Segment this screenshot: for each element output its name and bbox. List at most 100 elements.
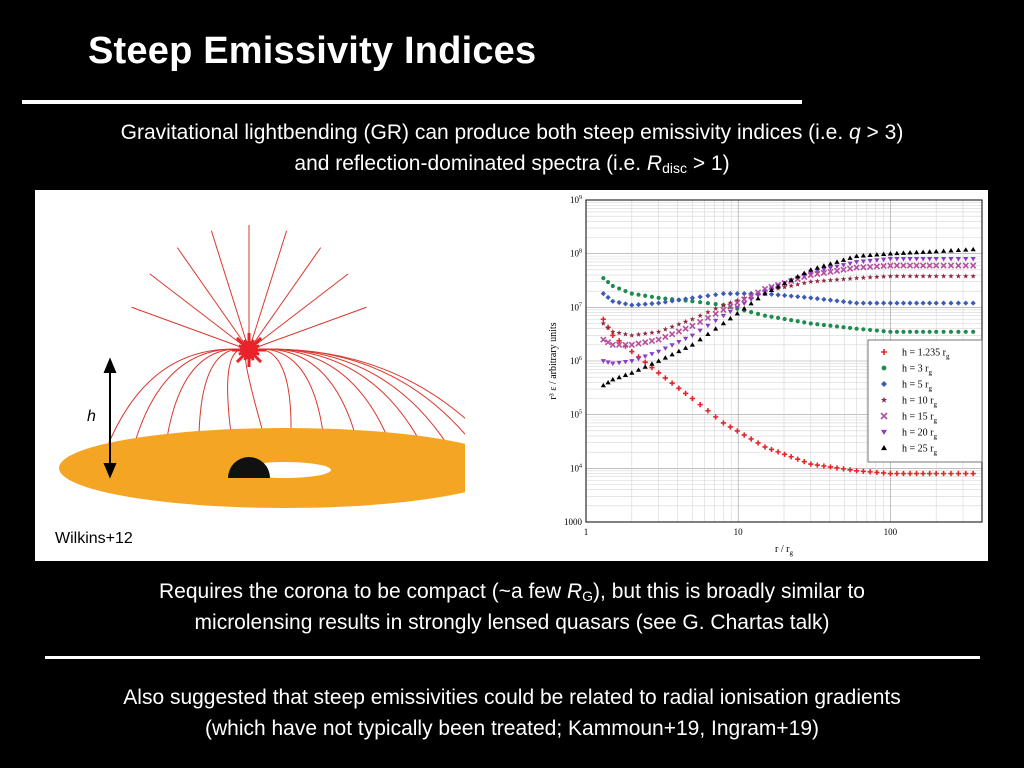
data-point [821, 267, 827, 272]
y-tick-label: 106 [570, 356, 582, 366]
data-point [900, 257, 907, 262]
data-point [934, 329, 939, 334]
data-point [827, 464, 834, 470]
data-point [712, 305, 719, 311]
y-tick-label: 105 [570, 410, 582, 420]
intro-line-1-b: > 3) [860, 121, 904, 144]
data-point [656, 349, 662, 355]
data-point [734, 297, 741, 303]
data-point [649, 361, 655, 366]
data-point [920, 273, 926, 279]
data-point [768, 446, 775, 453]
data-point [727, 424, 733, 430]
middle-line-2: microlensing results in strongly lensed … [194, 611, 830, 634]
data-point [720, 306, 727, 313]
data-point [880, 273, 887, 279]
data-point [827, 268, 834, 276]
data-point [601, 276, 606, 281]
data-point [955, 247, 961, 253]
light-ray [149, 273, 250, 351]
data-point [782, 292, 788, 299]
data-point [802, 320, 807, 325]
data-point [605, 279, 611, 285]
data-point [913, 249, 920, 255]
data-point [907, 250, 913, 255]
data-point [846, 265, 854, 272]
data-point [881, 365, 887, 371]
data-point [755, 440, 761, 446]
data-point [713, 326, 719, 331]
data-point [881, 429, 887, 435]
data-point [720, 291, 727, 297]
data-point [768, 287, 775, 293]
data-point [853, 275, 860, 281]
data-point [893, 262, 901, 269]
data-point [933, 257, 939, 262]
data-point [689, 333, 695, 338]
data-point [900, 262, 907, 269]
data-point [894, 329, 899, 334]
data-point [635, 356, 642, 362]
data-point [642, 364, 648, 369]
data-point [669, 323, 675, 330]
data-point [894, 300, 900, 306]
data-point [828, 323, 833, 328]
data-point [675, 328, 683, 335]
y-tick-label: 109 [570, 195, 582, 205]
data-point [649, 364, 655, 371]
data-point [705, 408, 711, 414]
data-point [713, 414, 719, 420]
data-point [734, 291, 740, 297]
data-point [689, 395, 695, 402]
legend-label: h = 25 rg [902, 444, 937, 457]
data-point [705, 323, 711, 329]
middle-line-1-a: Requires the corona to be compact (~a fe… [159, 580, 567, 603]
data-point [615, 341, 623, 349]
data-point [927, 470, 933, 477]
data-point [697, 312, 703, 319]
data-point [649, 300, 655, 307]
data-point [971, 329, 976, 334]
data-point [600, 336, 607, 343]
series-group [600, 316, 976, 477]
data-point [662, 299, 668, 305]
data-point [873, 263, 881, 270]
data-point [741, 305, 747, 311]
data-point [609, 341, 616, 349]
data-point [775, 284, 781, 289]
data-point [821, 296, 827, 302]
data-point [683, 345, 689, 350]
data-point [616, 330, 622, 336]
data-point [970, 246, 976, 252]
data-point [682, 325, 689, 332]
data-point [860, 468, 866, 474]
data-point [788, 277, 794, 282]
data-point [933, 273, 939, 279]
intro-sub-disc: disc [662, 160, 687, 176]
intro-var-q: q [849, 121, 861, 144]
data-point [801, 280, 807, 286]
height-arrow [103, 357, 117, 479]
data-point [689, 295, 695, 301]
data-point [827, 297, 834, 303]
black-hole [228, 457, 270, 478]
data-point [887, 300, 893, 306]
intro-line-2-b: > 1) [687, 152, 730, 175]
data-point [840, 263, 847, 268]
data-point [704, 314, 712, 322]
data-point [642, 301, 648, 307]
corona-spike [248, 344, 260, 352]
data-point [668, 330, 676, 338]
bent-light-ray [198, 348, 250, 436]
data-point [669, 343, 675, 348]
data-point [927, 257, 933, 262]
data-point [926, 262, 933, 269]
data-point [768, 291, 775, 297]
data-point [881, 300, 887, 306]
data-point [788, 293, 794, 299]
bent-light-ray [248, 348, 465, 420]
data-point [775, 292, 781, 298]
data-point [962, 262, 969, 269]
data-point [941, 329, 946, 334]
